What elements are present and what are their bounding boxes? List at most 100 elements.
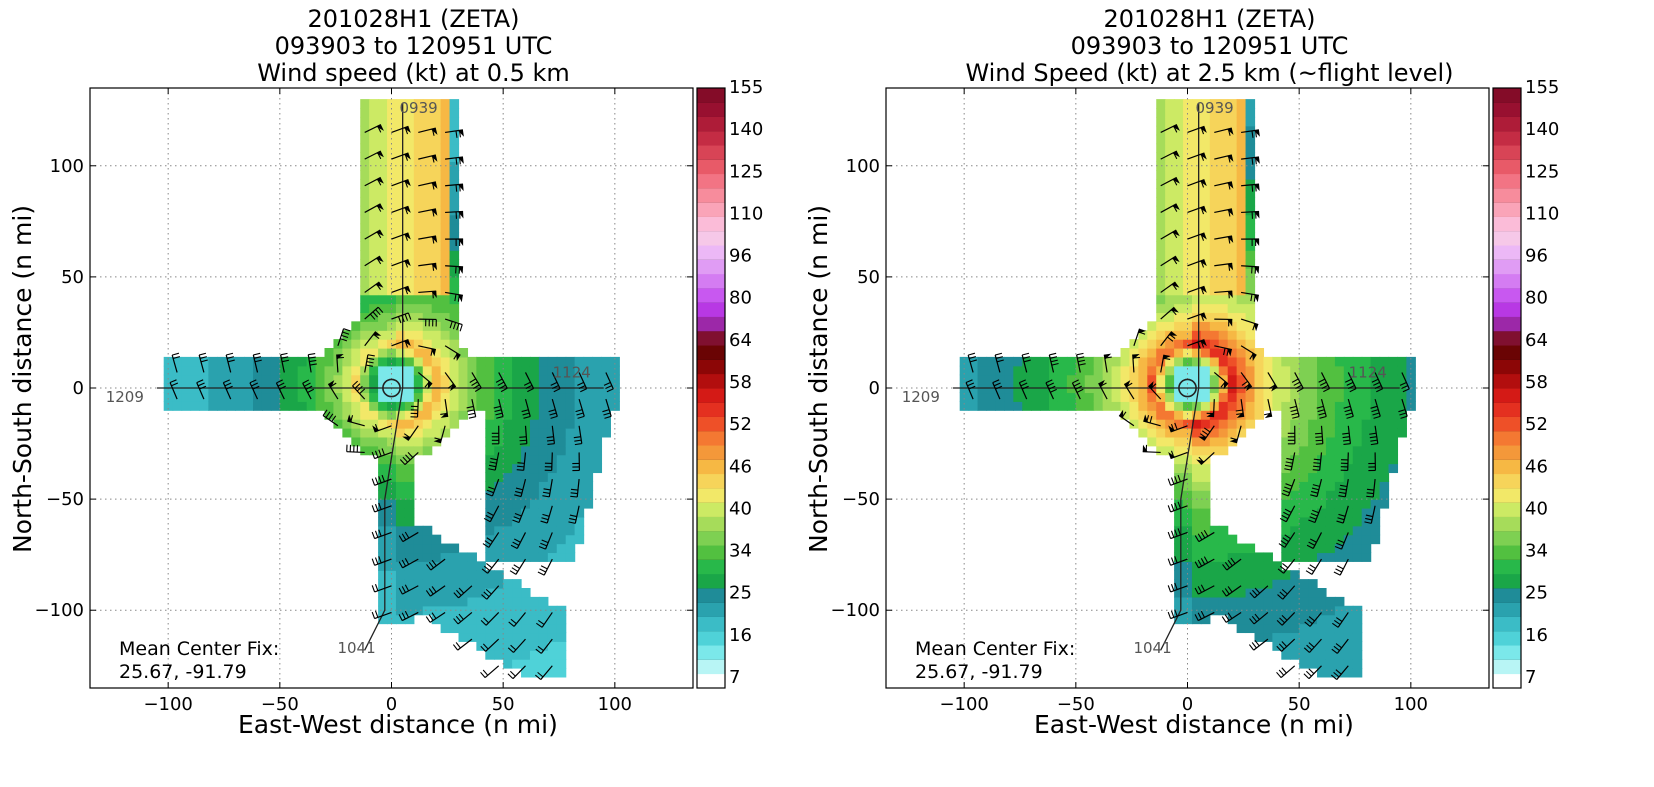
mean-center-fix: Mean Center Fix: 25.67, -91.79 [915,638,1075,684]
colorbar-cell [1493,145,1521,160]
colorbar-cell [1493,530,1521,546]
colorbar-tick-label: 58 [729,372,752,393]
y-tick-label: 0 [73,378,84,399]
track-time-label: 1209 [106,388,144,406]
colorbar-cell [697,430,725,446]
colorbar-tick-label: 46 [1525,456,1548,477]
x-tick-label: 100 [1394,694,1428,715]
colorbar-tick-label: 16 [729,625,752,646]
colorbar-cell [697,673,725,689]
y-tick-label: −100 [831,600,880,621]
y-tick-label: 50 [857,267,880,288]
colorbar-tick-label: 155 [1525,77,1559,98]
x-tick-label: 100 [598,694,632,715]
colorbar-cell [1493,159,1521,175]
x-tick-label: 0 [386,694,397,715]
colorbar-cell [697,288,725,303]
chart-title-line-1: 201028H1 (ZETA) [1103,5,1316,33]
colorbar-cell [1493,230,1521,246]
colorbar-tick-label: 64 [729,330,752,351]
track-time-label: 0939 [400,99,438,117]
colorbar-cell [1493,445,1521,460]
colorbar-cell [697,202,725,217]
mean-center-fix: Mean Center Fix: 25.67, -91.79 [119,638,279,684]
track-time-label: 0939 [1196,99,1234,117]
colorbar-cell [697,116,725,132]
y-tick-label: −50 [46,489,84,510]
colorbar-cell [1493,559,1521,575]
colorbar-tick-label: 46 [729,456,752,477]
colorbar-cell [697,188,725,203]
colorbar-tick-label: 64 [1525,330,1548,351]
colorbar-tick-label: 96 [1525,246,1548,267]
colorbar: 7 16 25 34 40 46 52 58 64 80 96 110 125 140 155 [696,77,763,689]
colorbar-cell [697,530,725,546]
colorbar-cell [697,659,725,675]
colorbar-cell [697,273,725,289]
colorbar-cell [697,588,725,603]
mean-center-fix-label: Mean Center Fix: [915,638,1076,660]
colorbar-cell [1493,473,1521,489]
colorbar-tick-label: 155 [729,77,763,98]
colorbar-cell [697,102,725,117]
colorbar-cell [1493,173,1521,189]
colorbar-cell [1493,116,1521,132]
colorbar-cell [1493,259,1521,275]
colorbar-cell [697,416,725,432]
colorbar-tick-label: 110 [1525,203,1559,224]
y-tick-label: −100 [35,600,84,621]
mean-center-fix-value: 25.67, -91.79 [119,661,247,683]
track-time-label: 1041 [337,639,375,657]
mean-center-fix-value: 25.67, -91.79 [915,661,1043,683]
colorbar-cell [1493,602,1521,617]
chart-title-line-1: 201028H1 (ZETA) [307,5,520,33]
colorbar-cell [1493,245,1521,260]
colorbar-cell [697,88,725,103]
colorbar-cell [1493,388,1521,403]
colorbar-tick-label: 40 [729,498,752,519]
colorbar-cell [697,445,725,460]
colorbar-cell [1493,430,1521,446]
x-tick-label: −50 [261,694,299,715]
colorbar-cell [697,130,725,146]
colorbar-cell [1493,630,1521,646]
colorbar-cell [1493,545,1521,560]
chart-title-line-3: Wind Speed (kt) at 2.5 km (~flight level… [965,59,1454,87]
track-time-label: 1124 [553,363,591,381]
y-tick-label: 0 [869,378,880,399]
colorbar-tick-label: 110 [729,203,763,224]
colorbar-cell [697,302,725,317]
x-tick-label: −100 [143,694,192,715]
axis-ticks: −100 −50 0 50 100 −100 −50 0 50 100 [831,88,1489,715]
colorbar-cell [1493,616,1521,632]
colorbar-tick-label: 34 [1525,541,1548,562]
colorbar-cell [697,559,725,575]
colorbar-cell [1493,288,1521,303]
y-axis-label: North-South distance (n mi) [8,204,37,553]
colorbar-cell [1493,345,1521,360]
colorbar-cell [1493,216,1521,232]
colorbar-cell [1493,659,1521,675]
colorbar-cell [1493,373,1521,389]
flight-track [953,103,1400,651]
x-tick-label: −100 [939,694,988,715]
colorbar-tick-label: 7 [729,667,740,688]
colorbar-cell [1493,302,1521,317]
track-time-label: 1041 [1133,639,1171,657]
colorbar-cell [697,216,725,232]
flight-track [157,103,604,651]
colorbar-tick-label: 52 [1525,414,1548,435]
colorbar-cell [697,230,725,246]
colorbar-cell [697,545,725,560]
colorbar-tick-label: 80 [729,288,752,309]
axis-ticks: −100 −50 0 50 100 −100 −50 0 50 100 [35,88,693,715]
colorbar-cell [1493,102,1521,117]
wind-barbs [169,124,614,680]
colorbar-cell [1493,316,1521,332]
track-time-label: 1209 [902,388,940,406]
colorbar-cell [697,645,725,660]
colorbar-cell [697,145,725,160]
colorbar-cell [1493,359,1521,375]
colorbar-tick-label: 52 [729,414,752,435]
colorbar-cell [1493,573,1521,589]
